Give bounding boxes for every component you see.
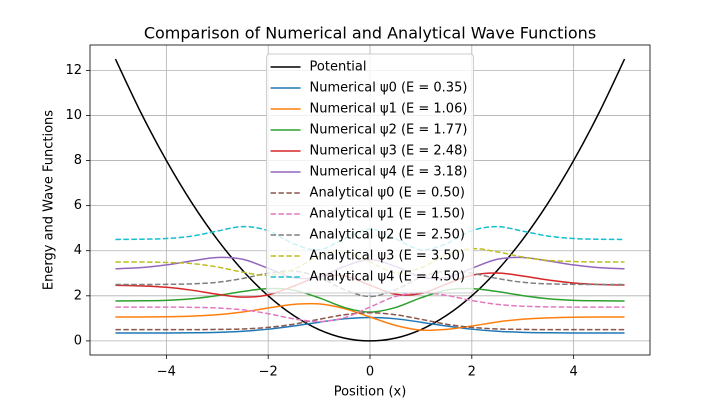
y-tick-label: 8 — [74, 153, 82, 168]
series-line — [115, 291, 625, 323]
y-tick-label: 2 — [74, 288, 82, 303]
y-tick-label: 6 — [74, 198, 82, 213]
legend: Potential Numerical ψ0 (E = 0.35) Numerica… — [266, 53, 474, 294]
series-line — [115, 270, 625, 298]
legend-label: Analytical ψ3 (E = 3.50) — [310, 249, 465, 264]
x-tick-label: −4 — [157, 365, 176, 380]
legend-label: Numerical ψ3 (E = 2.48) — [310, 144, 468, 159]
series-line — [114, 58, 626, 342]
chart-title: Comparison of Numerical and Analytical W… — [144, 24, 596, 43]
y-axis-label: Energy and Wave Functions — [42, 110, 57, 290]
series-line — [115, 311, 625, 331]
legend-label: Analytical ψ2 (E = 2.50) — [310, 228, 465, 243]
ticks: −4 −2 0 2 4 0 2 4 6 8 10 12 — [65, 63, 577, 380]
series-line — [115, 302, 625, 332]
legend-label: Potential — [310, 60, 367, 75]
x-tick-label: 0 — [366, 365, 374, 380]
x-axis-label: Position (x) — [334, 385, 407, 400]
legend-label: Numerical ψ2 (E = 1.77) — [310, 123, 468, 138]
y-tick-label: 12 — [65, 63, 82, 78]
y-tick-label: 0 — [74, 333, 82, 348]
x-tick-label: −2 — [259, 365, 278, 380]
y-tick-label: 10 — [65, 108, 82, 123]
legend-label: Numerical ψ1 (E = 1.06) — [310, 102, 468, 117]
legend-box — [266, 53, 474, 294]
x-tick-label: 4 — [569, 365, 577, 380]
legend-label: Numerical ψ4 (E = 3.18) — [310, 165, 468, 180]
legend-label: Analytical ψ4 (E = 4.50) — [310, 270, 465, 285]
legend-label: Numerical ψ0 (E = 0.35) — [310, 81, 468, 96]
x-tick-label: 2 — [468, 365, 476, 380]
legend-label: Analytical ψ1 (E = 1.50) — [310, 207, 465, 222]
legend-label: Analytical ψ0 (E = 0.50) — [310, 186, 465, 201]
y-tick-label: 4 — [74, 243, 82, 258]
